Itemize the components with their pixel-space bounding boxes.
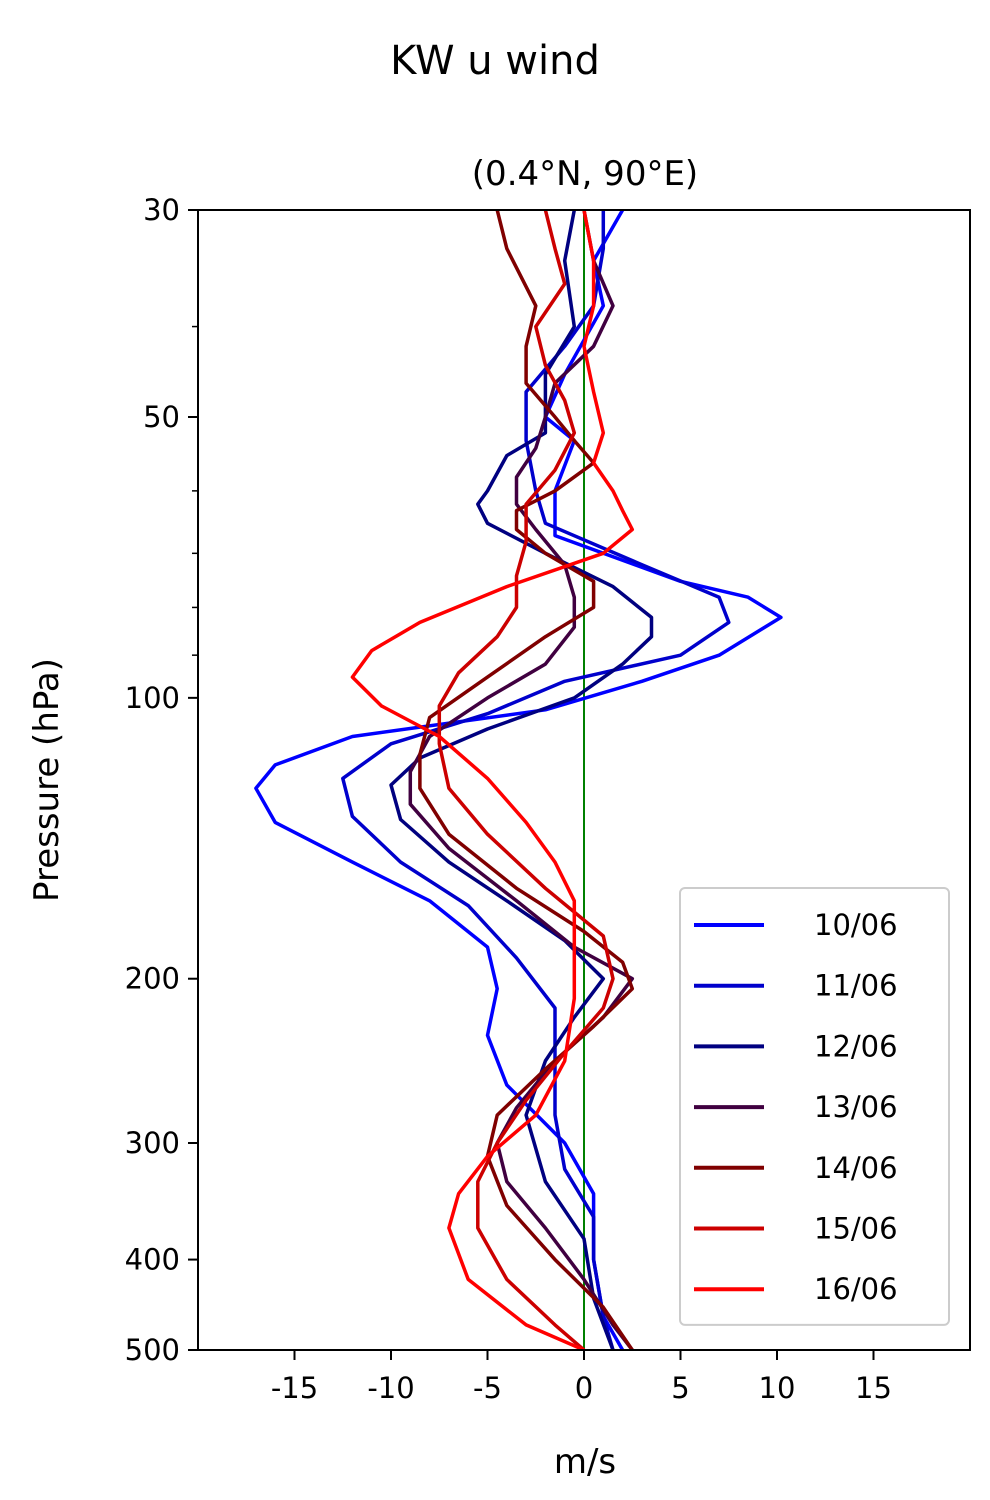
x-tick-label: 10 bbox=[759, 1371, 796, 1405]
y-tick-label: 30 bbox=[143, 193, 180, 227]
x-tick-label: 0 bbox=[575, 1371, 593, 1405]
series-line-11-06 bbox=[341, 210, 731, 1350]
legend-box bbox=[679, 887, 950, 1326]
x-tick-label: 15 bbox=[855, 1371, 892, 1405]
chart-subtitle: (0.4°N, 90°E) bbox=[472, 154, 698, 194]
series-line-14-06 bbox=[418, 210, 635, 1350]
y-axis: 30 50 100 200 300 400 500 bbox=[125, 193, 198, 1367]
y-tick-label: 300 bbox=[125, 1126, 180, 1160]
series-line-10-06 bbox=[254, 210, 783, 1350]
legend-label: 13/06 bbox=[814, 1090, 898, 1124]
series-layer bbox=[254, 210, 783, 1350]
legend: 10/06 11/06 12/06 13/06 14/06 15/06 16/06 bbox=[679, 887, 950, 1326]
legend-label: 15/06 bbox=[814, 1212, 898, 1246]
legend-label: 11/06 bbox=[814, 969, 898, 1003]
series-line-13-06 bbox=[408, 210, 635, 1350]
legend-label: 16/06 bbox=[814, 1272, 898, 1306]
y-tick-label: 50 bbox=[143, 400, 180, 434]
x-axis: -15 -10 -5 0 5 10 15 bbox=[271, 1350, 892, 1405]
x-tick-label: 5 bbox=[671, 1371, 689, 1405]
y-tick-label: 200 bbox=[125, 962, 180, 996]
y-tick-label: 400 bbox=[125, 1243, 180, 1277]
series-line-12-06 bbox=[389, 210, 654, 1350]
y-tick-label: 100 bbox=[125, 681, 180, 715]
legend-label: 14/06 bbox=[814, 1151, 898, 1185]
legend-label: 10/06 bbox=[814, 908, 898, 942]
y-axis-label: Pressure (hPa) bbox=[27, 658, 67, 902]
x-tick-label: -5 bbox=[473, 1371, 502, 1405]
series-line-16-06 bbox=[350, 210, 635, 1350]
chart-title: KW u wind bbox=[390, 38, 600, 84]
y-tick-label: 500 bbox=[125, 1333, 180, 1367]
legend-label: 12/06 bbox=[814, 1029, 898, 1063]
x-tick-label: -15 bbox=[271, 1371, 318, 1405]
x-tick-label: -10 bbox=[367, 1371, 414, 1405]
x-axis-label: m/s bbox=[554, 1442, 616, 1482]
